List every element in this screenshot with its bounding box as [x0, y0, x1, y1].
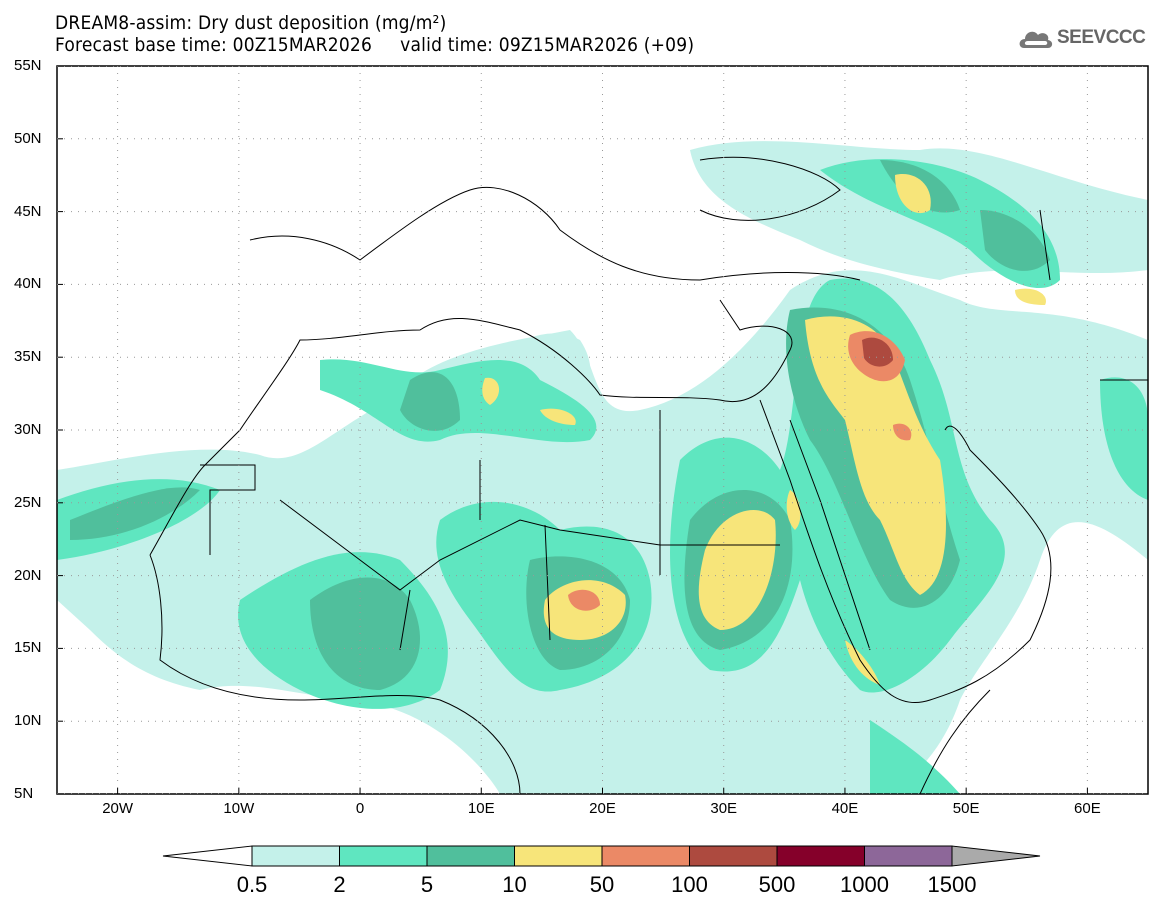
forecast-time: Forecast base time: 00Z15MAR2026 valid t…	[55, 34, 695, 56]
lat-label: 10N	[14, 712, 42, 730]
lat-label: 50N	[14, 129, 42, 147]
lat-label: 25N	[14, 493, 42, 511]
colorbar-label: 2	[333, 872, 346, 897]
colorbar-label: 0.5	[236, 872, 268, 897]
lat-label: 40N	[14, 275, 42, 293]
lat-label: 30N	[14, 421, 42, 438]
colorbar	[162, 845, 1041, 867]
colorbar-label: 5	[420, 872, 434, 897]
lon-label: 40E	[831, 800, 859, 817]
colorbar-box	[251, 845, 340, 867]
dust-fields	[57, 141, 1148, 794]
lat-label: 45N	[14, 202, 42, 220]
colorbar-box	[339, 845, 428, 867]
colorbar-label: 1000	[840, 872, 889, 897]
colorbar-box	[601, 845, 690, 867]
colorbar-label: 10	[502, 872, 527, 897]
colorbar-box	[514, 845, 603, 867]
lon-label: 30E	[710, 800, 738, 817]
lon-label: 0	[355, 800, 365, 817]
map-title: DREAM8-assim: Dry dust deposition (mg/m²…	[55, 12, 447, 34]
lon-label: 60E	[1074, 800, 1101, 817]
lon-label: 10W	[223, 800, 255, 817]
colorbar-label: 1500	[927, 872, 977, 897]
lon-label: 20E	[589, 800, 616, 817]
seevccc-logo: SEEVCCC	[1018, 26, 1146, 50]
colorbar-label: 50	[589, 872, 615, 897]
colorbar-box	[426, 845, 515, 867]
lon-label: 10E	[467, 800, 495, 817]
colorbar-box	[689, 845, 778, 867]
colorbar-label: 100	[671, 872, 708, 897]
colorbar-box	[864, 845, 953, 867]
logo-text: SEEVCCC	[1057, 27, 1146, 48]
lat-label: 35N	[14, 348, 42, 366]
colorbar-box	[776, 845, 865, 867]
lat-label: 20N	[14, 566, 42, 584]
cloud-icon	[1019, 31, 1053, 48]
colorbar-label: 500	[758, 872, 796, 897]
lat-label: 5N	[14, 785, 34, 802]
lon-label: 20W	[102, 800, 134, 817]
lat-label: 55N	[14, 57, 42, 74]
colorbar-over-arrow	[951, 845, 1041, 867]
colorbar-under-arrow	[162, 845, 253, 867]
coastlines	[149, 156, 1148, 794]
lon-label: 50E	[952, 800, 980, 817]
lat-label: 15N	[14, 639, 42, 657]
